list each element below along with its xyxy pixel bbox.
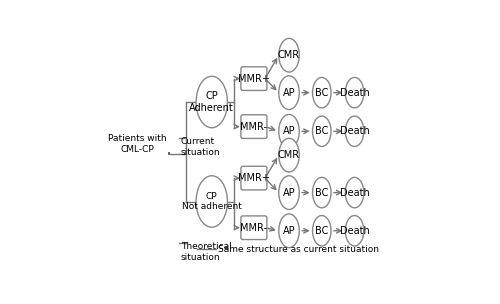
Text: CP
Adherent: CP Adherent [190,91,234,113]
Text: AP: AP [282,88,296,98]
Ellipse shape [279,176,299,209]
Text: MMR-: MMR- [240,223,268,233]
Text: BC: BC [315,226,328,236]
Text: BC: BC [315,126,328,136]
Ellipse shape [312,78,331,108]
Ellipse shape [346,116,364,147]
Text: MMR+: MMR+ [238,74,270,84]
Ellipse shape [312,116,331,147]
Text: CMR: CMR [278,50,300,60]
Text: Death: Death [340,226,370,236]
Text: AP: AP [282,126,296,136]
Ellipse shape [196,76,228,128]
Text: AP: AP [282,188,296,198]
Text: CMR: CMR [278,150,300,160]
FancyBboxPatch shape [241,216,267,240]
Ellipse shape [279,76,299,109]
Ellipse shape [346,178,364,208]
Ellipse shape [279,38,299,72]
Text: Theoretical
situation: Theoretical situation [181,243,232,262]
FancyBboxPatch shape [241,115,267,138]
Text: Death: Death [340,126,370,136]
Ellipse shape [312,216,331,246]
Text: MMR+: MMR+ [238,173,270,183]
Text: Death: Death [340,188,370,198]
Bar [168,152,170,155]
Text: Death: Death [340,88,370,98]
Ellipse shape [346,78,364,108]
Text: Patients with
CML-CP: Patients with CML-CP [108,134,166,154]
Ellipse shape [196,176,228,227]
Ellipse shape [279,214,299,248]
Ellipse shape [279,138,299,172]
FancyBboxPatch shape [241,67,267,90]
Text: BC: BC [315,188,328,198]
Text: CP
Not adherent: CP Not adherent [182,192,242,211]
FancyBboxPatch shape [241,166,267,190]
Text: Current
situation: Current situation [181,137,220,157]
Text: MMR-: MMR- [240,122,268,132]
Ellipse shape [346,216,364,246]
Ellipse shape [279,114,299,148]
Text: AP: AP [282,226,296,236]
Ellipse shape [312,178,331,208]
Text: Same structure as current situation: Same structure as current situation [218,245,378,254]
Text: BC: BC [315,88,328,98]
